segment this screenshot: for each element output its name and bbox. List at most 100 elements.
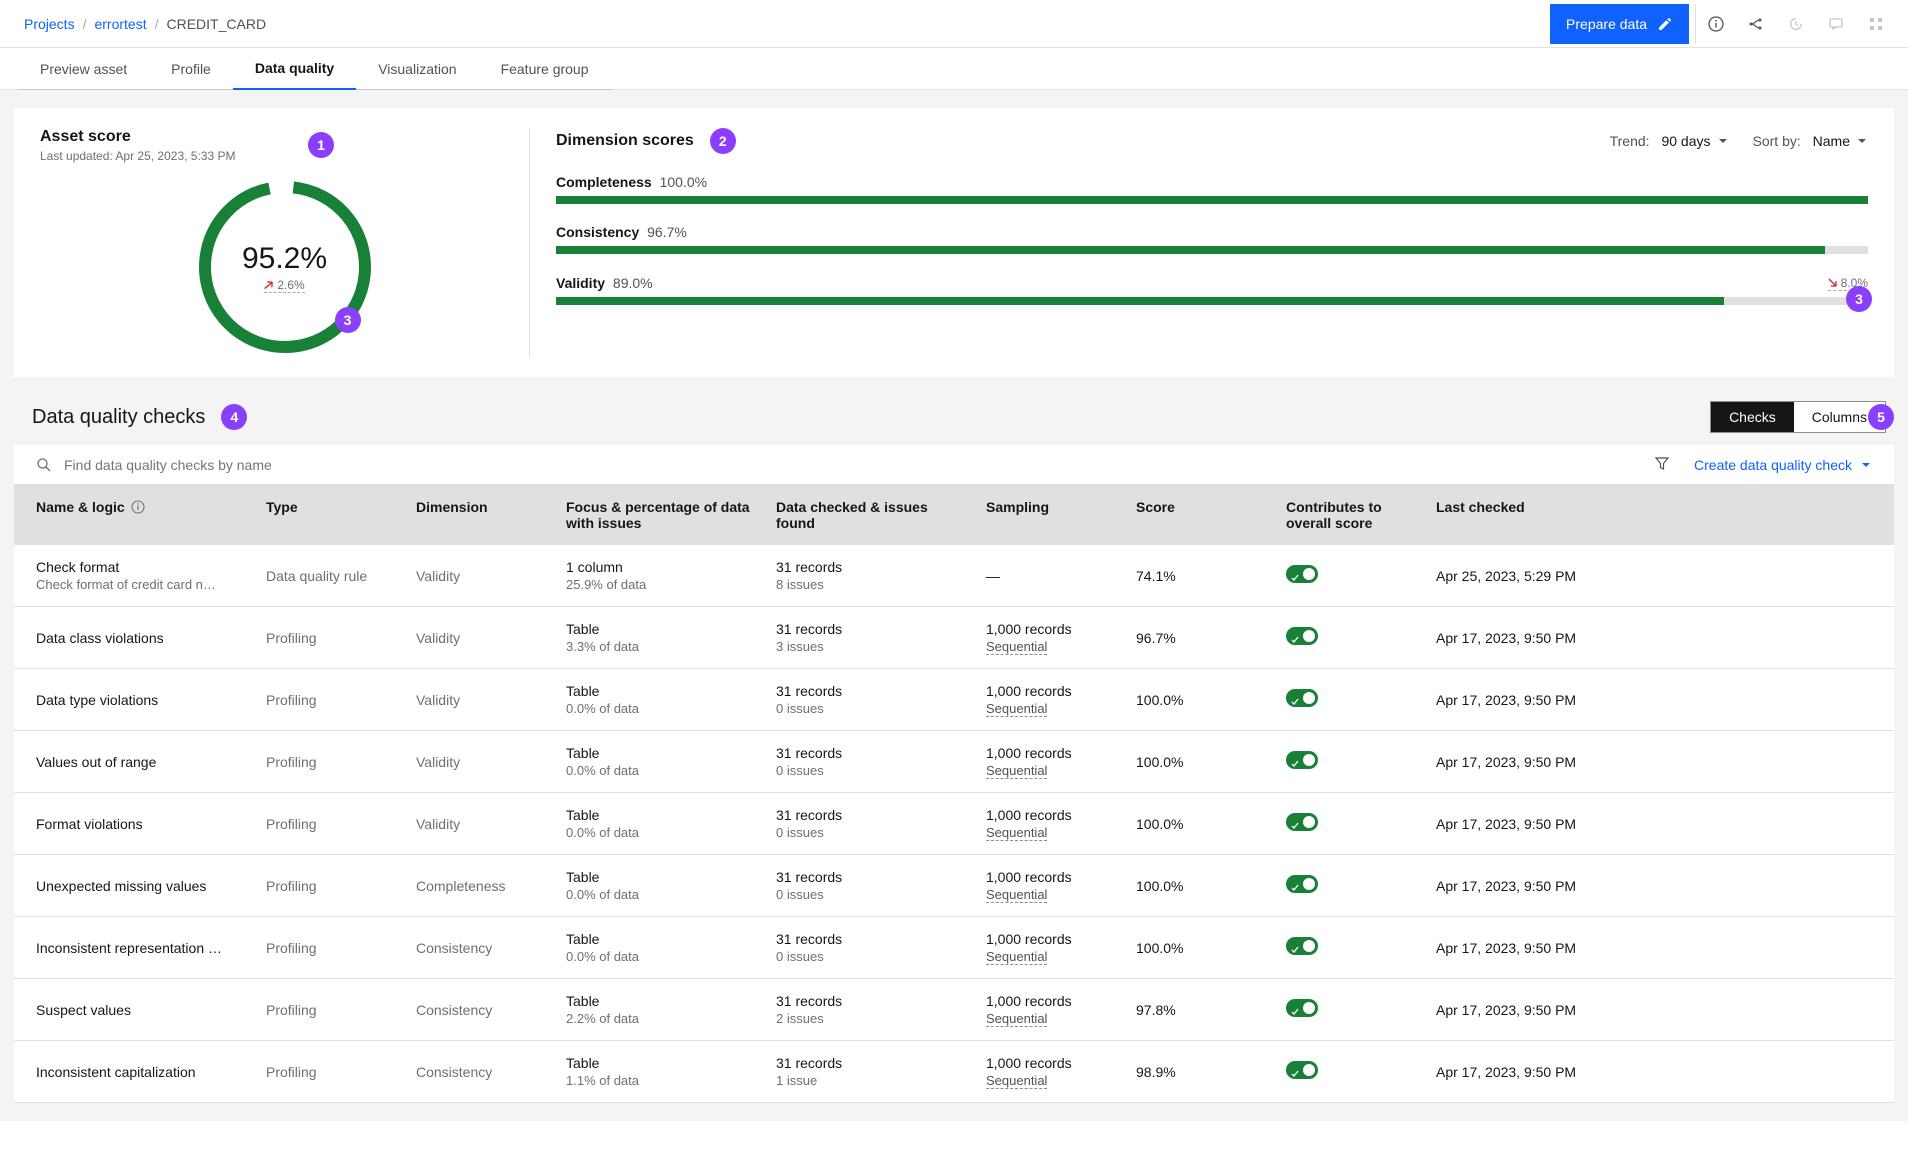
check-icon [1291,822,1299,830]
table-row[interactable]: Data type violationsProfilingValidityTab… [14,669,1894,731]
contributes-toggle[interactable] [1286,999,1318,1017]
asset-score-ring: 95.2% 2.6% 3 [195,177,375,357]
sort-select[interactable]: Name [1813,133,1868,149]
cell-dimension: Validity [404,793,554,855]
chat-icon-button[interactable] [1816,4,1856,44]
dimension-controls: Trend: 90 days Sort by: Name [1610,133,1868,149]
tab-profile[interactable]: Profile [149,48,233,90]
cell-name: Inconsistent representation … [14,917,254,979]
breadcrumb-projects[interactable]: Projects [24,16,75,32]
col-type: Type [254,485,404,545]
create-check-label: Create data quality check [1694,457,1852,473]
contributes-toggle[interactable] [1286,565,1318,583]
check-icon [1291,946,1299,954]
cell-sampling: 1,000 recordsSequential [974,979,1124,1041]
cell-data-checked: 31 records0 issues [764,669,974,731]
filter-icon [1654,455,1670,471]
table-body: Check formatCheck format of credit card … [14,545,1894,1103]
row-name: Data type violations [36,692,242,708]
history-icon-button[interactable] [1776,4,1816,44]
cell-sampling: — [974,545,1124,607]
asset-score-trend-value: 2.6% [277,278,304,292]
cell-data-checked: 31 records8 issues [764,545,974,607]
contributes-toggle[interactable] [1286,875,1318,893]
cell-type: Profiling [254,607,404,669]
col-data-checked: Data checked & issues found [764,485,974,545]
cell-type: Profiling [254,793,404,855]
flow-icon-button[interactable] [1736,4,1776,44]
cell-data-checked: 31 records3 issues [764,607,974,669]
grid-icon-button[interactable] [1856,4,1896,44]
col-contributes: Contributes to overall score [1274,485,1424,545]
cell-type: Profiling [254,855,404,917]
chevron-down-icon [1860,459,1872,471]
search-input[interactable] [64,457,464,473]
breadcrumb-project[interactable]: errortest [94,16,146,32]
tab-preview[interactable]: Preview asset [18,48,149,90]
annotation-badge-1: 1 [308,132,334,158]
cell-focus: Table0.0% of data [554,669,764,731]
sampling-records: 1,000 records [986,993,1112,1009]
cell-contributes [1274,979,1424,1041]
info-icon [131,500,145,514]
cell-contributes [1274,607,1424,669]
cell-type: Profiling [254,917,404,979]
cell-dimension: Consistency [404,979,554,1041]
filter-button[interactable] [1654,455,1670,474]
contributes-toggle[interactable] [1286,689,1318,707]
trend-select-value: 90 days [1661,133,1710,149]
table-row[interactable]: Values out of rangeProfilingValidityTabl… [14,731,1894,793]
asset-score-title: Asset score [40,128,529,146]
sampling-records: 1,000 records [986,931,1112,947]
annotation-badge-4: 4 [221,404,247,430]
asset-score-updated: Last updated: Apr 25, 2023, 5:33 PM [40,149,529,163]
cell-last-checked: Apr 25, 2023, 5:29 PM [1424,545,1894,607]
check-icon [1291,884,1299,892]
cell-name: Unexpected missing values [14,855,254,917]
tab-visualization[interactable]: Visualization [356,48,478,90]
contributes-toggle[interactable] [1286,813,1318,831]
sampling-mode: Sequential [986,887,1047,903]
cell-focus: Table0.0% of data [554,731,764,793]
check-icon [1291,1008,1299,1016]
checks-table: Name & logic Type Dimension Focus & perc… [14,485,1894,1103]
dimension-label: Consistency 96.7% [556,224,687,240]
cell-last-checked: Apr 17, 2023, 9:50 PM [1424,669,1894,731]
table-row[interactable]: Suspect valuesProfilingConsistencyTable2… [14,979,1894,1041]
contributes-toggle[interactable] [1286,627,1318,645]
contributes-toggle[interactable] [1286,1061,1318,1079]
row-name: Check format [36,559,242,575]
contributes-toggle[interactable] [1286,751,1318,769]
dimension-bar [556,297,1868,305]
toggle-checks[interactable]: Checks [1711,402,1794,432]
grid-icon [1868,16,1884,32]
cell-focus: Table0.0% of data [554,855,764,917]
cell-dimension: Completeness [404,855,554,917]
col-sampling: Sampling [974,485,1124,545]
table-row[interactable]: Unexpected missing valuesProfilingComple… [14,855,1894,917]
table-row[interactable]: Inconsistent representation …ProfilingCo… [14,917,1894,979]
header-icon-group [1695,4,1896,44]
prepare-data-button[interactable]: Prepare data [1550,4,1689,44]
tab-feature-group[interactable]: Feature group [479,48,611,90]
dimension-bar [556,196,1868,204]
checks-title: Data quality checks [32,406,205,429]
sampling-records: 1,000 records [986,683,1112,699]
table-row[interactable]: Data class violationsProfilingValidityTa… [14,607,1894,669]
create-check-link[interactable]: Create data quality check [1694,457,1872,473]
asset-score-section: Asset score Last updated: Apr 25, 2023, … [40,128,530,357]
table-row[interactable]: Inconsistent capitalizationProfilingCons… [14,1041,1894,1103]
table-row[interactable]: Check formatCheck format of credit card … [14,545,1894,607]
info-icon [1708,16,1724,32]
chevron-down-icon [1856,135,1868,147]
cell-name: Check formatCheck format of credit card … [14,545,254,607]
tab-data-quality[interactable]: Data quality [233,48,356,90]
info-icon-button[interactable] [1696,4,1736,44]
table-row[interactable]: Format violationsProfilingValidityTable0… [14,793,1894,855]
annotation-badge-3a: 3 [335,307,361,333]
cell-score: 100.0% [1124,793,1274,855]
contributes-toggle[interactable] [1286,937,1318,955]
prepare-data-label: Prepare data [1566,16,1647,32]
trend-select[interactable]: 90 days [1661,133,1728,149]
checks-header: Data quality checks 4 Checks Columns 5 [14,401,1894,445]
